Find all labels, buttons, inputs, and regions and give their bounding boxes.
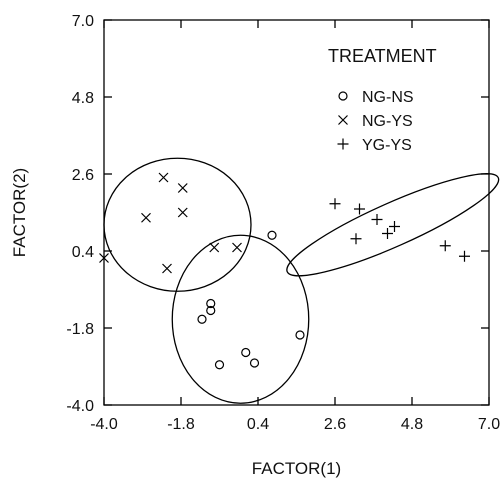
legend-marker-yg-ys [337,138,349,150]
point-yg-ys [439,240,451,252]
legend-label-yg-ys: YG-YS [362,137,412,154]
y-tick-label: -4.0 [66,398,94,415]
x-tick-label: 0.4 [247,416,269,433]
x-tick-label: 4.8 [401,416,423,433]
point-yg-ys [354,203,365,215]
point-yg-ys [350,233,362,245]
point-ng-ns [267,230,277,240]
point-ng-ys [162,263,172,274]
point-yg-ys [459,250,470,262]
point-ng-ys [177,183,188,193]
point-ng-ns [241,347,251,358]
ellipse-ng-ys [103,157,252,292]
x-tick-label: -1.8 [167,416,195,433]
point-ng-ns [214,360,225,370]
y-tick-label: 7.0 [72,13,94,30]
y-axis-title: FACTOR(2) [10,168,29,257]
y-tick-label: 0.4 [72,244,94,261]
y-tick-label: 2.6 [72,167,94,184]
point-ng-ys [209,242,220,253]
legend-label-ng-ns: NG-NS [362,89,414,106]
point-ng-ys [158,172,169,183]
x-tick-label: 7.0 [478,416,500,433]
plot-frame [103,19,490,406]
point-yg-ys [382,228,393,239]
point-ng-ys [177,207,188,218]
x-tick-label: -4.0 [90,416,118,433]
y-tick-label: -1.8 [66,321,94,338]
x-axis-title: FACTOR(1) [252,459,341,478]
point-ng-ns [197,314,207,324]
point-yg-ys [329,198,341,210]
ellipse-yg-ys [286,173,500,277]
point-ng-ys [99,253,109,263]
y-tick-label: 4.8 [72,90,94,107]
legend-label-ng-ys: NG-YS [362,113,413,130]
legend-marker-ng-ys [338,115,348,125]
point-ng-ns [206,305,216,316]
point-ng-ns [206,298,216,309]
point-yg-ys [389,221,400,232]
legend-marker-ng-ns [338,91,348,101]
legend-title: TREATMENT [328,46,437,66]
point-ng-ns [295,330,305,340]
x-tick-label: 2.6 [324,416,346,433]
point-ng-ys [232,242,242,253]
point-yg-ys [371,214,383,225]
ellipse-ng-ns [171,234,310,404]
point-ng-ns [249,358,260,368]
point-ng-ys [141,212,151,223]
